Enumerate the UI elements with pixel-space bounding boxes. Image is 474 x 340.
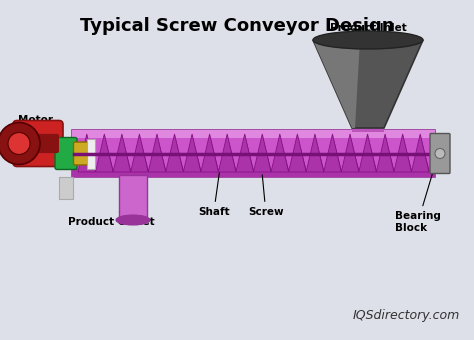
Polygon shape: [183, 134, 201, 172]
Polygon shape: [332, 134, 341, 172]
Polygon shape: [403, 134, 411, 172]
Polygon shape: [254, 134, 271, 172]
Polygon shape: [96, 134, 113, 172]
Polygon shape: [376, 134, 394, 172]
FancyBboxPatch shape: [55, 137, 77, 170]
FancyBboxPatch shape: [17, 134, 59, 153]
Polygon shape: [420, 134, 429, 172]
Circle shape: [435, 149, 445, 158]
Polygon shape: [297, 134, 306, 172]
Polygon shape: [219, 134, 236, 172]
Polygon shape: [122, 134, 131, 172]
Circle shape: [8, 133, 30, 154]
Polygon shape: [341, 134, 359, 172]
Polygon shape: [245, 134, 254, 172]
Bar: [352, 126, 384, 132]
Polygon shape: [192, 134, 201, 172]
Text: Bearing
Block: Bearing Block: [395, 158, 441, 233]
Polygon shape: [139, 134, 148, 172]
Polygon shape: [201, 134, 219, 172]
FancyBboxPatch shape: [13, 120, 63, 167]
Polygon shape: [104, 134, 113, 172]
Polygon shape: [324, 134, 341, 172]
Text: IQSdirectory.com: IQSdirectory.com: [353, 309, 460, 322]
Polygon shape: [359, 134, 376, 172]
Text: Screw: Screw: [248, 175, 283, 217]
Polygon shape: [210, 134, 219, 172]
Polygon shape: [166, 134, 183, 172]
Polygon shape: [313, 40, 360, 128]
Polygon shape: [131, 134, 148, 172]
Polygon shape: [367, 134, 376, 172]
Polygon shape: [236, 134, 254, 172]
Polygon shape: [411, 134, 429, 172]
Circle shape: [0, 122, 40, 165]
Polygon shape: [394, 134, 411, 172]
Polygon shape: [157, 134, 166, 172]
Polygon shape: [113, 134, 131, 172]
Bar: [59, 177, 73, 199]
Text: Product Outlet: Product Outlet: [68, 197, 155, 227]
Bar: [119, 175, 147, 220]
Polygon shape: [87, 134, 96, 172]
Polygon shape: [306, 134, 324, 172]
Polygon shape: [271, 134, 289, 172]
Text: Typical Screw Conveyor Design: Typical Screw Conveyor Design: [80, 17, 394, 35]
Polygon shape: [78, 134, 96, 172]
Polygon shape: [315, 134, 324, 172]
Text: Product Inlet: Product Inlet: [330, 23, 407, 39]
Bar: [87, 138, 95, 169]
Text: Shaft: Shaft: [198, 171, 229, 217]
Polygon shape: [313, 40, 423, 128]
Polygon shape: [385, 134, 394, 172]
Polygon shape: [262, 134, 271, 172]
Bar: [72, 169, 435, 177]
Bar: [72, 130, 435, 138]
Polygon shape: [227, 134, 236, 172]
Polygon shape: [148, 134, 166, 172]
Polygon shape: [280, 134, 289, 172]
Ellipse shape: [116, 215, 150, 225]
Ellipse shape: [313, 31, 423, 49]
Polygon shape: [174, 134, 183, 172]
Bar: [72, 130, 435, 177]
Polygon shape: [289, 134, 306, 172]
FancyBboxPatch shape: [73, 142, 89, 165]
FancyBboxPatch shape: [430, 134, 450, 173]
Polygon shape: [350, 134, 359, 172]
Text: Motor: Motor: [18, 115, 53, 137]
